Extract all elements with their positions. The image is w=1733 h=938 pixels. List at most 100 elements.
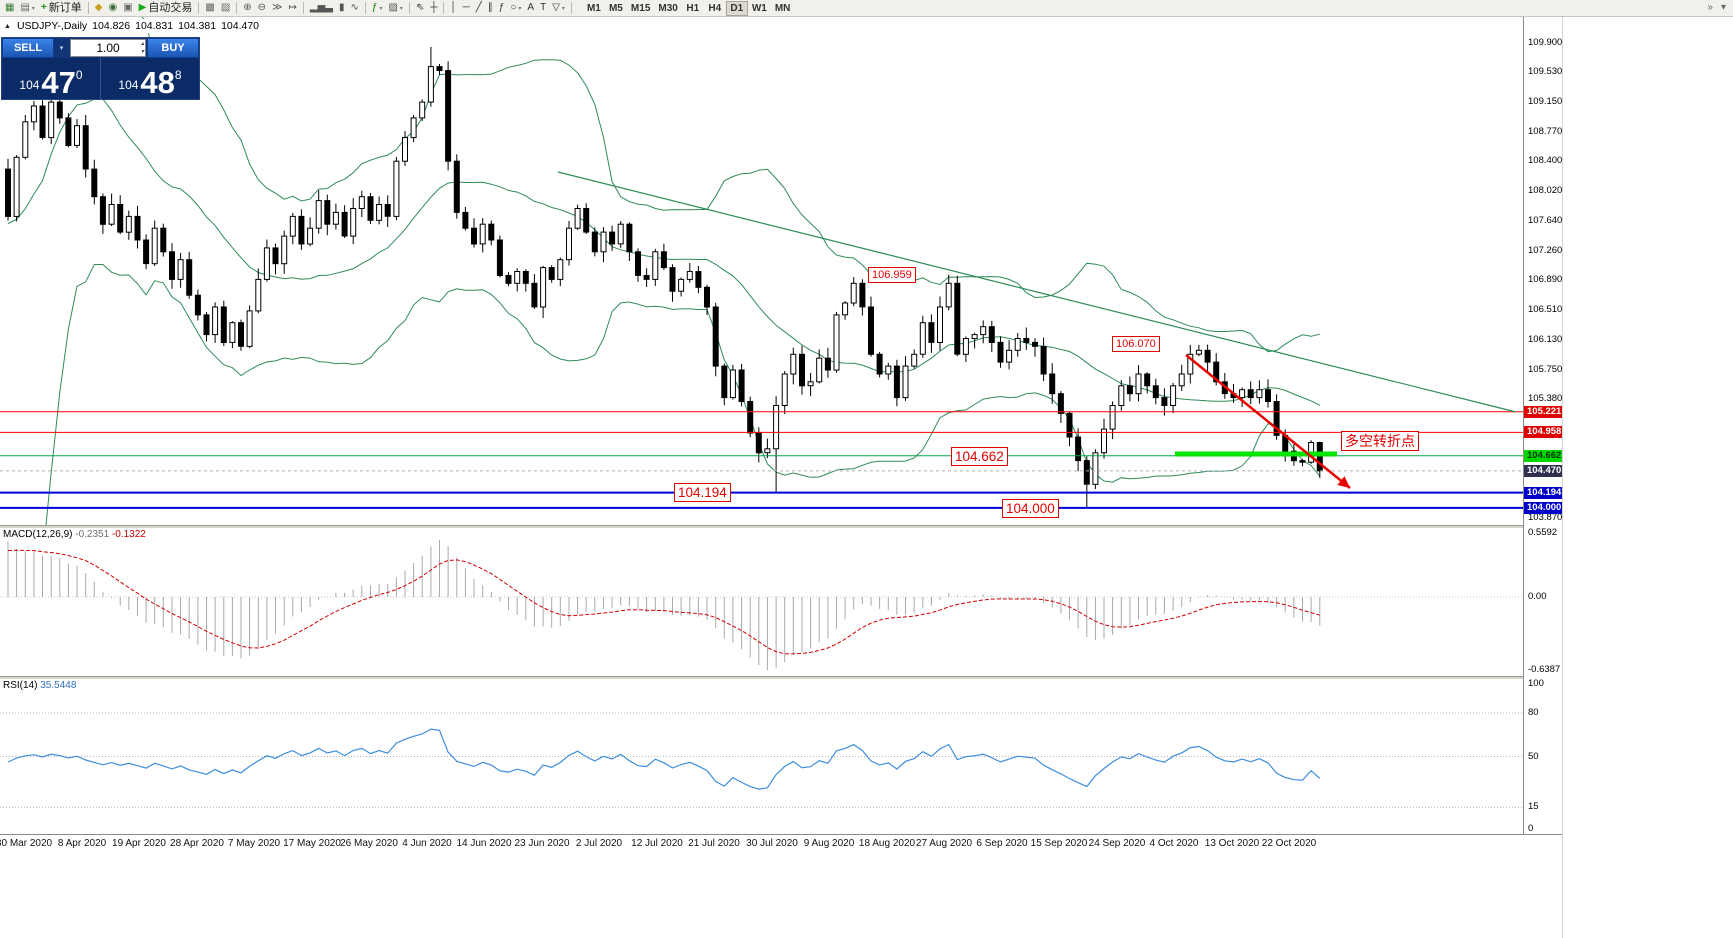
rsi-canvas[interactable] [0,679,1523,834]
timeframe-m15-button[interactable]: M15 [627,1,654,16]
sell-price[interactable]: 104 47 0 [2,58,100,99]
timeframe-m30-button[interactable]: M30 [654,1,681,16]
date-label: 15 Sep 2020 [1030,838,1088,849]
auto-scroll-icon: ≫ [272,2,283,13]
macd-panel-resize-handle[interactable] [0,525,1562,528]
chart-profiles-icon[interactable]: ▤ ▾ [17,1,37,16]
auto-trading-button[interactable]: ▶ 自动交易 [136,1,196,16]
stepper-down-icon[interactable]: ▾ [140,49,144,55]
price-scale-label: 105.750 [1528,364,1562,375]
auto-scroll-icon[interactable]: ≫ [269,1,285,16]
one-click-divider [100,58,101,99]
vertical-line-icon: │ [450,2,457,13]
cursor-icon[interactable]: ⇖ [413,1,427,16]
one-click-trading-panel: SELL ▾ 1.00 ▴ ▾ BUY 104 47 0 104 48 8 [1,37,200,100]
main-chart-canvas[interactable] [0,17,1523,525]
descending-trendline[interactable] [557,171,1517,413]
indicators-icon: ƒ [371,2,378,13]
trendline-icon[interactable]: ╱ [473,1,485,16]
macd-main-value: -0.2351 [75,529,110,540]
strategy-tester-icon[interactable]: ◉ [105,1,120,16]
date-label: 23 Jun 2020 [514,838,570,849]
text-icon[interactable]: A [524,1,537,16]
volume-stepper[interactable]: ▴ ▾ [141,41,144,55]
zoom-out-icon: ⊖ [257,2,267,13]
callout-106-070[interactable]: 106.070 [1112,336,1160,352]
text-icon: A [527,2,535,13]
date-axis[interactable]: 30 Mar 2020 8 Apr 2020 19 Apr 2020 28 Apr 2… [0,834,1562,852]
horizontal-line-icon[interactable]: ─ [460,1,473,16]
sell-button[interactable]: SELL [2,38,54,58]
candlesticks[interactable] [5,46,1323,508]
timeframe-h1-button[interactable]: H1 [682,1,704,16]
callout-104-194[interactable]: 104.194 [674,483,731,502]
window-expand-icon[interactable]: ▲ [4,22,11,30]
toolbar-separator [302,2,304,14]
metaeditor-icon[interactable]: ◆ [92,1,106,16]
date-label: 30 Mar 2020 [0,838,53,849]
new-chart-icon[interactable]: ▦ [2,1,17,16]
toolbar-separator [443,2,445,14]
fibonacci-icon[interactable]: ƒ [496,1,508,16]
timeframe-m5-button[interactable]: M5 [605,1,627,16]
tile-windows-icon[interactable]: ▨ [218,1,233,16]
candlestick-chart-icon[interactable]: ▮ [336,1,348,16]
trendline-icon: ╱ [475,2,482,13]
price-scale-label: 106.890 [1528,274,1562,285]
price-scale-marker-104.470: 104.470 [1524,465,1562,477]
buy-button[interactable]: BUY [147,38,199,58]
bollinger-lower-band[interactable] [8,264,1321,526]
timeframe-w1-button[interactable]: W1 [748,1,771,16]
rsi-panel[interactable]: RSI(14) 35.5448 [0,679,1523,834]
crosshair-icon[interactable]: ┼ [427,1,440,16]
candlestick-chart-icon: ▮ [338,2,345,13]
buy-price[interactable]: 104 48 8 [101,58,199,99]
macd-panel[interactable]: MACD(12,26,9) -0.2351 -0.1322 [0,528,1523,676]
line-chart-icon[interactable]: ∿ [348,1,362,16]
zoom-in-icon[interactable]: ⊕ [240,1,254,16]
rsi-panel-resize-handle[interactable] [0,676,1562,679]
bar-chart-icon[interactable]: ▂▅▃ [307,1,336,16]
timeframe-h4-button[interactable]: H4 [704,1,726,16]
volume-dropdown-icon[interactable]: ▾ [54,38,69,58]
label-icon[interactable]: T [537,1,549,16]
indicators-icon[interactable]: ƒ ▾ [369,1,386,16]
callout-104-662[interactable]: 104.662 [951,447,1008,466]
date-label: 13 Oct 2020 [1204,838,1260,849]
timeframe-m1-button[interactable]: M1 [583,1,605,16]
macd-canvas[interactable] [0,528,1523,676]
bollinger-upper-band[interactable] [8,17,1320,353]
date-label: 12 Jul 2020 [631,838,683,849]
alerts-icon[interactable]: ▣ [120,1,135,16]
callout-104-000[interactable]: 104.000 [1002,499,1059,518]
timeframe-mn-button[interactable]: MN [771,1,795,16]
annotation-turning-point[interactable]: 多空转折点 [1341,431,1419,451]
cascade-windows-icon[interactable]: ▩ [202,1,217,16]
volume-input[interactable]: 1.00 ▴ ▾ [70,39,146,57]
price-scale-marker-105.221: 105.221 [1524,406,1562,418]
toolbar-options-icon[interactable]: ▾ [1718,1,1729,16]
vertical-line-icon[interactable]: │ [447,1,459,16]
new-order-button[interactable]: + 新订单 [38,1,85,16]
zoom-out-icon[interactable]: ⊖ [255,1,269,16]
arrows-icon[interactable]: ▽ ▾ [549,1,568,16]
main-chart-panel[interactable]: ▲ USDJPY-,Daily 104.826 104.831 104.381 … [0,17,1523,525]
callout-106-959[interactable]: 106.959 [868,267,916,283]
stepper-up-icon[interactable]: ▴ [140,41,144,47]
timeframe-d1-button[interactable]: D1 [725,0,748,16]
toolbar-separator [570,2,572,14]
toolbar-overflow-icon[interactable]: » [1704,1,1716,16]
crosshair-icon: ┼ [430,2,438,13]
shapes-icon[interactable]: ○ ▾ [507,1,524,16]
chart-shift-icon[interactable]: ↦ [286,1,300,16]
sell-price-integer: 104 [19,78,40,92]
date-label: 26 May 2020 [340,838,398,849]
toolbar-separator [198,2,200,14]
macd-scale-label: 0.00 [1528,591,1547,602]
red-down-arrow[interactable] [1185,354,1351,489]
dropdown-arrow-icon: ▾ [379,5,383,12]
templates-icon[interactable]: ▧ ▾ [385,1,405,16]
date-label: 6 Sep 2020 [976,838,1028,849]
price-scale[interactable]: 109.900 109.530 109.150 108.770 108.400 108.0… [1523,17,1562,834]
channel-icon[interactable]: ∥ [485,1,496,16]
